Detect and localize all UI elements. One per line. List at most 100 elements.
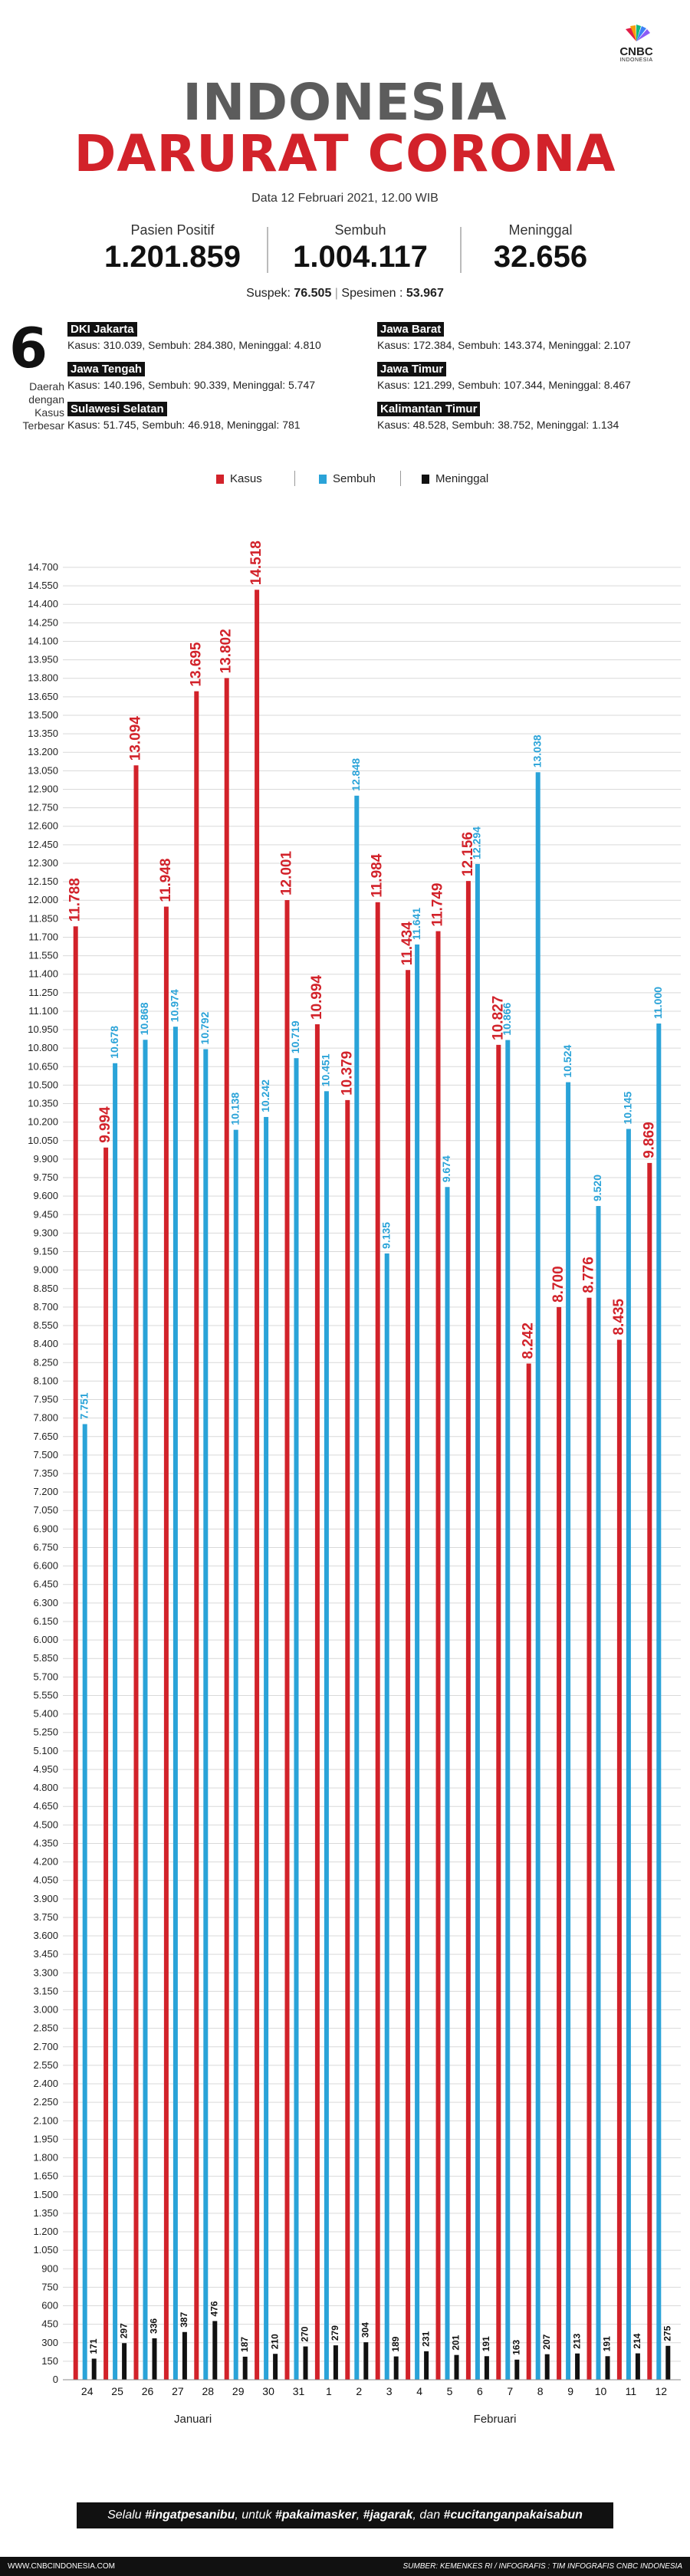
y-tick-label: 2.550 xyxy=(33,2059,58,2071)
bar-sembuh xyxy=(172,1027,178,2380)
bar-meninggal xyxy=(122,2343,127,2380)
data-label-meninggal: 336 xyxy=(149,2318,159,2334)
y-tick-label: 7.650 xyxy=(33,1431,58,1442)
data-label-meninggal: 275 xyxy=(662,2325,672,2341)
bar-sembuh xyxy=(475,863,480,2380)
data-label-sembuh: 12.848 xyxy=(350,758,362,791)
y-tick-label: 9.000 xyxy=(33,1264,58,1276)
y-tick-label: 5.850 xyxy=(33,1652,58,1664)
data-label-kasus: 14.518 xyxy=(248,540,264,585)
bar-kasus xyxy=(557,1306,562,2380)
y-tick-label: 14.400 xyxy=(28,598,58,610)
y-tick-label: 7.350 xyxy=(33,1467,58,1479)
bar-kasus xyxy=(314,1024,320,2380)
y-tick-label: 10.200 xyxy=(28,1116,58,1128)
bar-meninggal xyxy=(454,2354,459,2380)
bar-kasus xyxy=(73,926,78,2380)
y-tick-label: 12.750 xyxy=(28,802,58,813)
bar-kasus xyxy=(526,1363,531,2380)
y-tick-label: 11.850 xyxy=(28,912,58,924)
slogan-hashtag: #pakaimasker xyxy=(274,2509,356,2522)
data-label-sembuh: 11.641 xyxy=(410,908,422,940)
data-label-sembuh: 7.751 xyxy=(77,1392,90,1419)
y-tick-label: 14.550 xyxy=(28,580,58,591)
bar-kasus xyxy=(284,900,290,2380)
y-tick-label: 2.400 xyxy=(33,2078,58,2089)
y-tick-label: 7.500 xyxy=(33,1449,58,1460)
bar-sembuh xyxy=(264,1116,269,2380)
data-label-sembuh: 13.038 xyxy=(531,734,543,767)
x-tick-label: 26 xyxy=(142,2385,154,2397)
bar-chart: 0 150 300 450 600 750 900 1.050 1.200 1.350 1.500 1… xyxy=(28,540,681,2426)
y-tick-label: 2.250 xyxy=(33,2096,58,2108)
peacock-icon xyxy=(626,25,650,41)
data-label-kasus: 9.994 xyxy=(97,1106,113,1143)
data-label-sembuh: 10.451 xyxy=(320,1053,332,1086)
data-label-sembuh: 10.719 xyxy=(289,1020,301,1053)
y-tick-label: 8.400 xyxy=(33,1338,58,1349)
bar-sembuh xyxy=(203,1049,209,2380)
y-tick-label: 7.050 xyxy=(33,1504,58,1516)
y-tick-label: 6.750 xyxy=(33,1541,58,1552)
stat-value: 32.656 xyxy=(493,240,588,274)
data-label-meninggal: 213 xyxy=(571,2333,582,2348)
data-date: Data 12 Februari 2021, 12.00 WIB xyxy=(251,192,439,205)
data-label-meninggal: 171 xyxy=(88,2338,99,2354)
bar-kasus xyxy=(647,1162,652,2380)
region-dki-jakarta: DKI Jakarta Kasus: 310.039, Sembuh: 284.… xyxy=(67,322,321,351)
y-tick-label: 13.650 xyxy=(28,691,58,702)
page-title-line2: DARURAT CORONA xyxy=(74,124,616,183)
data-label-kasus: 8.242 xyxy=(521,1322,537,1359)
y-tick-label: 5.400 xyxy=(33,1708,58,1720)
data-label-sembuh: 9.674 xyxy=(440,1155,452,1182)
y-tick-label: 4.800 xyxy=(33,1782,58,1793)
data-label-meninggal: 201 xyxy=(451,2334,462,2350)
legend-swatch xyxy=(422,475,429,485)
y-tick-label: 12.900 xyxy=(28,783,58,794)
y-tick-label: 7.200 xyxy=(33,1486,58,1497)
y-tick-label: 750 xyxy=(41,2281,58,2292)
bar-sembuh xyxy=(294,1058,299,2380)
y-tick-label: 0 xyxy=(53,2374,58,2385)
data-label-kasus: 10.827 xyxy=(490,996,506,1040)
y-tick-label: 13.500 xyxy=(28,709,58,721)
y-tick-label: 9.600 xyxy=(33,1190,58,1201)
bar-sembuh xyxy=(233,1129,238,2380)
bar-kasus xyxy=(224,678,229,2380)
bar-sembuh xyxy=(354,795,360,2380)
y-tick-label: 11.400 xyxy=(28,968,58,980)
y-tick-label: 1.200 xyxy=(33,2226,58,2237)
slogan-hashtag: #cucitanganpakaisabun xyxy=(443,2509,583,2522)
y-tick-label: 900 xyxy=(41,2262,58,2274)
y-tick-label: 4.950 xyxy=(33,1763,58,1775)
stat-value: 1.201.859 xyxy=(104,240,241,274)
x-tick-label: 31 xyxy=(293,2385,305,2397)
bar-meninggal xyxy=(182,2331,187,2380)
bar-meninggal xyxy=(242,2356,248,2380)
y-tick-label: 13.800 xyxy=(28,672,58,684)
x-tick-label: 12 xyxy=(656,2385,668,2397)
bar-kasus xyxy=(104,1147,109,2380)
bar-sembuh xyxy=(113,1063,118,2380)
x-tick-label: 3 xyxy=(386,2385,393,2397)
bar-kasus xyxy=(194,691,199,2380)
bar-kasus xyxy=(616,1339,622,2380)
data-label-kasus: 11.749 xyxy=(430,882,446,926)
region-name: Jawa Timur xyxy=(377,362,447,376)
region-jawa-tengah: Jawa Tengah Kasus: 140.196, Sembuh: 90.3… xyxy=(67,362,315,391)
y-tick-label: 2.100 xyxy=(33,2114,58,2126)
region-data: Kasus: 51.745, Sembuh: 46.918, Meninggal… xyxy=(67,419,301,431)
x-tick-label: 27 xyxy=(172,2385,184,2397)
month-label: Februari xyxy=(474,2413,517,2426)
data-label-sembuh: 10.792 xyxy=(199,1011,211,1044)
specimen-value: 53.967 xyxy=(406,287,444,300)
y-tick-label: 2.700 xyxy=(33,2041,58,2052)
logo-text: CNBC xyxy=(619,45,653,58)
bar-kasus xyxy=(435,931,441,2380)
data-label-kasus: 10.379 xyxy=(339,1051,355,1096)
x-tick-label: 30 xyxy=(262,2385,274,2397)
y-tick-label: 1.050 xyxy=(33,2244,58,2256)
cnbc-logo: CNBC INDONESIA xyxy=(606,25,667,63)
bar-meninggal xyxy=(152,2338,157,2380)
slogan-hashtag: #jagarak xyxy=(363,2509,413,2522)
